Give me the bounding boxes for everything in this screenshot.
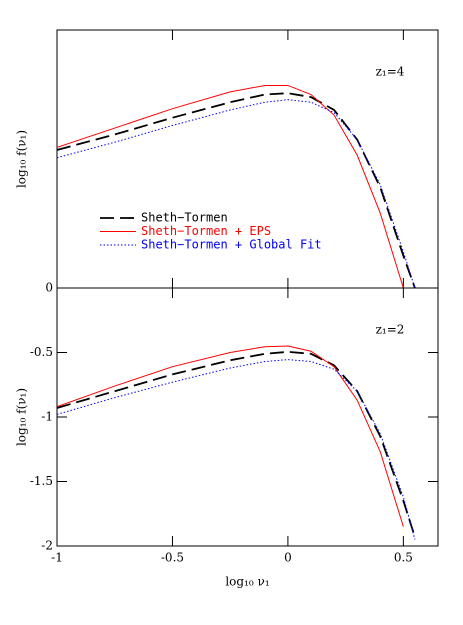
- annotation: z₁=4: [376, 65, 405, 79]
- legend-label: Sheth−Tormen + EPS: [141, 224, 271, 238]
- x-tick-label: -1: [51, 551, 63, 565]
- y-axis-label: log₁₀ f(ν₁): [15, 388, 29, 446]
- legend-label: Sheth−Tormen + Global Fit: [141, 238, 322, 252]
- y-tick-label: -1.5: [30, 474, 53, 488]
- series-line: [57, 92, 416, 288]
- y-tick-label: -0.5: [30, 345, 53, 359]
- series-group: [57, 84, 416, 288]
- series-line: [57, 359, 416, 540]
- series-group: [57, 345, 416, 540]
- y-tick-label: 0: [45, 281, 53, 295]
- series-line: [57, 345, 404, 527]
- x-axis-label: log₁₀ ν₁: [225, 575, 269, 589]
- y-tick-label: -1: [41, 410, 53, 424]
- x-tick-label: 0.5: [394, 551, 413, 565]
- y-tick-label: -2: [41, 539, 53, 553]
- annotation: z₁=2: [376, 323, 405, 337]
- x-tick-label: -0.5: [161, 551, 184, 565]
- x-tick-label: 0: [284, 551, 292, 565]
- y-axis-label: log₁₀ f(ν₁): [15, 130, 29, 188]
- series-line: [57, 350, 416, 538]
- series-line: [57, 99, 416, 288]
- series-line: [57, 84, 404, 288]
- legend-label: Sheth−Tormen: [141, 211, 228, 225]
